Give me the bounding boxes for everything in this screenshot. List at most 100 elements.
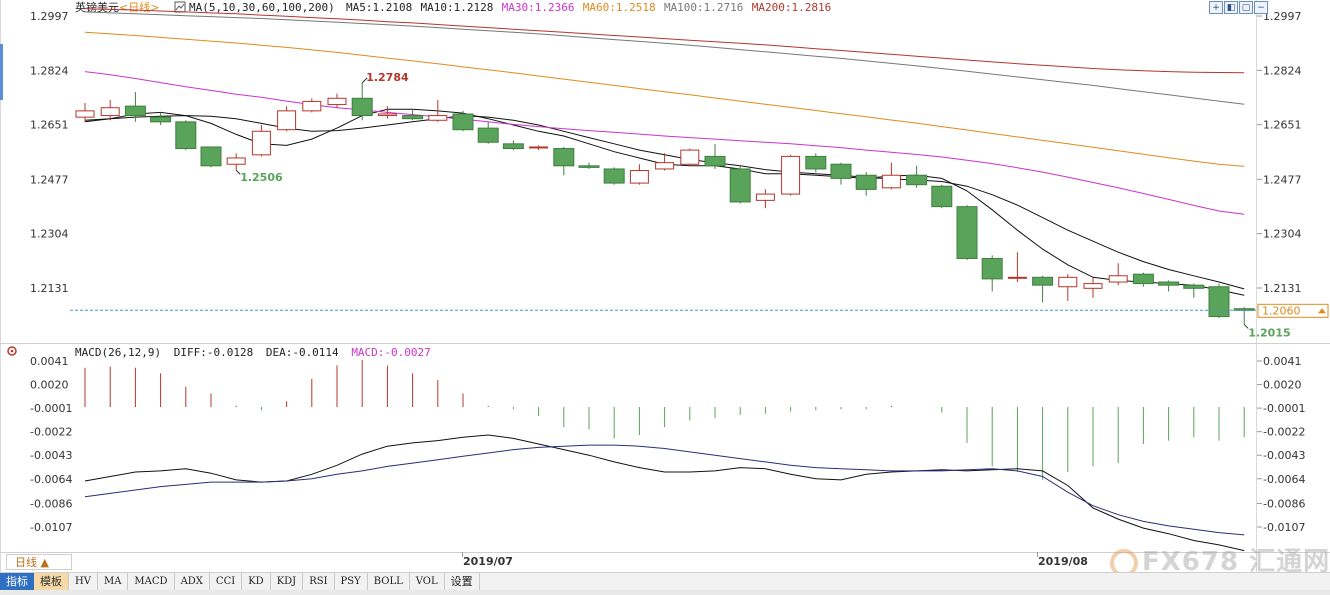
macd-histogram	[84, 359, 1245, 480]
candle	[277, 106, 297, 132]
price-tick-label-left: 1.2824	[30, 64, 69, 77]
candle	[452, 110, 474, 132]
candle	[351, 82, 373, 121]
candle-body-up	[1058, 276, 1078, 288]
candle-body-down	[1158, 281, 1180, 286]
ma-legend: MA(5,10,30,60,100,200)	[189, 1, 335, 14]
macd-axis: 0.0041 0.0041 0.0020 0.0020 -0.0001 -0.0001 -0…	[30, 355, 1305, 534]
candle-body-up	[655, 162, 675, 170]
price-tick-label-left: 1.2477	[30, 173, 69, 186]
current-price-label: 1.2060	[1262, 304, 1301, 317]
zoom-out-button[interactable]: −	[1254, 1, 1268, 14]
indicator-toolbar: 指标 模板 HV MA MACD ADX CCI KD KDJ RSI PSY …	[0, 572, 1330, 591]
low-label: 1.2506	[240, 171, 283, 184]
ma-value-4: MA100:1.2716	[664, 1, 743, 14]
indicator-ma-button[interactable]: MA	[98, 573, 129, 590]
ma-line-ma100	[84, 11, 1245, 105]
period-select[interactable]: 日线 ▲	[6, 554, 72, 570]
current-price-box	[1257, 303, 1329, 318]
candle-body-down	[830, 163, 852, 179]
candle-body-down	[1208, 286, 1230, 318]
macd-legend: MACD(26,12,9) DIFF:-0.0128 DEA:-0.0114 M…	[75, 346, 431, 359]
candle-body-down	[175, 121, 197, 150]
panel-toggle-button[interactable]: ◧	[1224, 1, 1238, 14]
candle	[881, 162, 901, 190]
macd-tick-label-left: -0.0043	[30, 449, 72, 462]
candle	[855, 172, 877, 196]
candle-body-up	[100, 107, 120, 117]
macd-dea: DEA:-0.0114	[266, 346, 339, 359]
candle	[981, 255, 1003, 292]
indicator-rsi-button[interactable]: RSI	[303, 573, 335, 590]
candle-body-down	[502, 143, 524, 150]
candle	[553, 146, 575, 176]
low-marker-line	[235, 169, 241, 175]
chart-controls: + ◧ ▢ −	[1209, 1, 1268, 14]
indicator-hv-button[interactable]: HV	[69, 573, 98, 590]
indicator-kd-button[interactable]: KD	[242, 573, 271, 590]
zoom-in-button[interactable]: +	[1209, 1, 1223, 14]
macd-tick-label-right: -0.0064	[1263, 473, 1305, 486]
candle-body-up	[529, 146, 549, 149]
candle	[402, 109, 424, 121]
settings-gear-icon[interactable]	[7, 346, 17, 356]
candle	[100, 99, 120, 121]
indicator-boll-button[interactable]: BOLL	[368, 573, 410, 590]
candlesticks	[75, 82, 1255, 325]
price-tick-label-left: 1.2997	[30, 10, 69, 23]
symbol-name: 英镑美元	[75, 0, 119, 14]
candle	[1083, 277, 1103, 298]
ma-trend-glyph	[175, 3, 185, 11]
candle	[175, 120, 197, 151]
candle	[1208, 283, 1230, 319]
candle	[529, 145, 549, 151]
scrollbar[interactable]	[0, 590, 1330, 595]
tab-templates[interactable]: 模板	[34, 573, 69, 590]
panel-expand-button[interactable]: ▢	[1239, 1, 1253, 14]
high-label: 1.2784	[366, 71, 409, 84]
candle-body-down	[150, 116, 172, 123]
candle	[805, 153, 827, 173]
macd-lines	[84, 434, 1245, 552]
candle	[1233, 307, 1255, 325]
price-tick-label-left: 1.2304	[30, 228, 69, 241]
indicator-cci-button[interactable]: CCI	[210, 573, 243, 590]
macd-diff: DIFF:-0.0128	[174, 346, 253, 359]
candle-body-down	[124, 105, 146, 117]
candle-body-down	[553, 148, 575, 167]
tab-indicators[interactable]: 指标	[0, 573, 34, 590]
indicator-adx-button[interactable]: ADX	[175, 573, 210, 590]
candle-body-down	[603, 168, 625, 184]
price-tick-label-right: 1.2304	[1263, 228, 1302, 241]
candle	[477, 121, 499, 144]
candle-body-up	[881, 174, 901, 189]
candle	[327, 93, 347, 108]
indicator-vol-button[interactable]: VOL	[410, 573, 445, 590]
candle	[75, 103, 95, 122]
ma-params: MA(5,10,30,60,100,200)	[189, 1, 335, 14]
candle	[906, 165, 928, 188]
price-tick-label-right: 1.2131	[1263, 282, 1302, 295]
settings-button[interactable]: 设置	[445, 573, 480, 590]
macd-value: MACD:-0.0027	[351, 346, 430, 359]
indicator-psy-button[interactable]: PSY	[335, 573, 368, 590]
candle	[1183, 283, 1205, 298]
candle-body-up	[428, 115, 448, 121]
candle-body-down	[729, 168, 751, 203]
candle-body-down	[1183, 284, 1205, 289]
ma-line-ma200	[84, 8, 1245, 74]
price-tick-label-left: 1.2131	[30, 282, 69, 295]
ma-value-3: MA60:1.2518	[583, 1, 656, 14]
candle-body-up	[327, 97, 347, 106]
indicator-macd-button[interactable]: MACD	[128, 573, 175, 590]
candle-body-down	[704, 155, 726, 167]
high-marker-line	[361, 77, 368, 84]
macd-tick-label-right: -0.0107	[1263, 521, 1305, 534]
candle	[755, 189, 775, 209]
candle	[124, 92, 146, 122]
macd-tick-label-left: -0.0086	[30, 497, 72, 510]
indicator-kdj-button[interactable]: KDJ	[271, 573, 304, 590]
candle-body-down	[931, 185, 953, 208]
candle-body-up	[1108, 275, 1128, 283]
